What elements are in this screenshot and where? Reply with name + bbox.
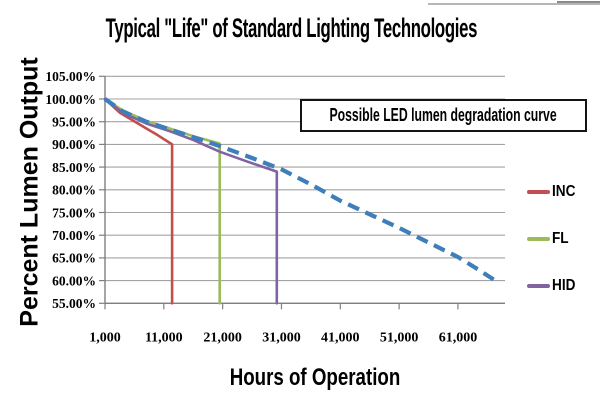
- fl-line-swatch: [527, 237, 550, 241]
- x-tick-label: 51,000: [380, 330, 419, 345]
- series-line-led: [103, 97, 498, 284]
- x-tick-label: 21,000: [203, 330, 242, 345]
- inc-line-swatch: [527, 190, 550, 194]
- y-tick-label: 65.00%: [52, 251, 96, 266]
- screenshot-edge-artifact: [557, 1, 600, 3]
- y-tick-label: 70.00%: [52, 228, 96, 243]
- legend-label-fl: FL: [552, 230, 569, 247]
- y-tick-label: 105.00%: [45, 69, 96, 84]
- legend-label-inc: INC: [552, 183, 576, 200]
- screenshot-edge-artifact: [428, 3, 600, 5]
- legend-item-hid: HID: [527, 275, 580, 297]
- x-axis-title: Hours of Operation: [229, 364, 401, 391]
- y-tick-label: 100.00%: [45, 92, 96, 107]
- legend-item-fl: FL: [527, 228, 572, 250]
- y-tick-label: 75.00%: [52, 205, 96, 220]
- x-tick-label: 41,000: [321, 330, 360, 345]
- hid-line-swatch: [527, 284, 550, 288]
- x-tick-label: 31,000: [262, 330, 301, 345]
- chart-title: Typical "Life" of Standard Lighting Tech…: [105, 13, 478, 43]
- x-tick-label: 61,000: [439, 330, 478, 345]
- y-tick-label: 95.00%: [52, 115, 96, 130]
- x-tick-label: 1,000: [89, 330, 121, 345]
- x-tick-label: 11,000: [145, 330, 183, 345]
- y-tick-label: 85.00%: [52, 160, 96, 175]
- led-annotation-box: Possible LED lumen degradation curve: [300, 99, 587, 132]
- legend-item-inc: INC: [527, 181, 580, 203]
- y-axis-title: Percent Lumen Output: [15, 57, 44, 327]
- series-line-inc: [103, 97, 174, 305]
- y-tick-label: 90.00%: [52, 137, 96, 152]
- y-tick-label: 80.00%: [52, 183, 96, 198]
- series-line-hid: [103, 97, 279, 305]
- y-tick-label: 60.00%: [52, 273, 96, 288]
- y-tick-label: 55.00%: [52, 296, 96, 311]
- legend-label-hid: HID: [552, 277, 576, 294]
- led-annotation-text: Possible LED lumen degradation curve: [329, 105, 558, 125]
